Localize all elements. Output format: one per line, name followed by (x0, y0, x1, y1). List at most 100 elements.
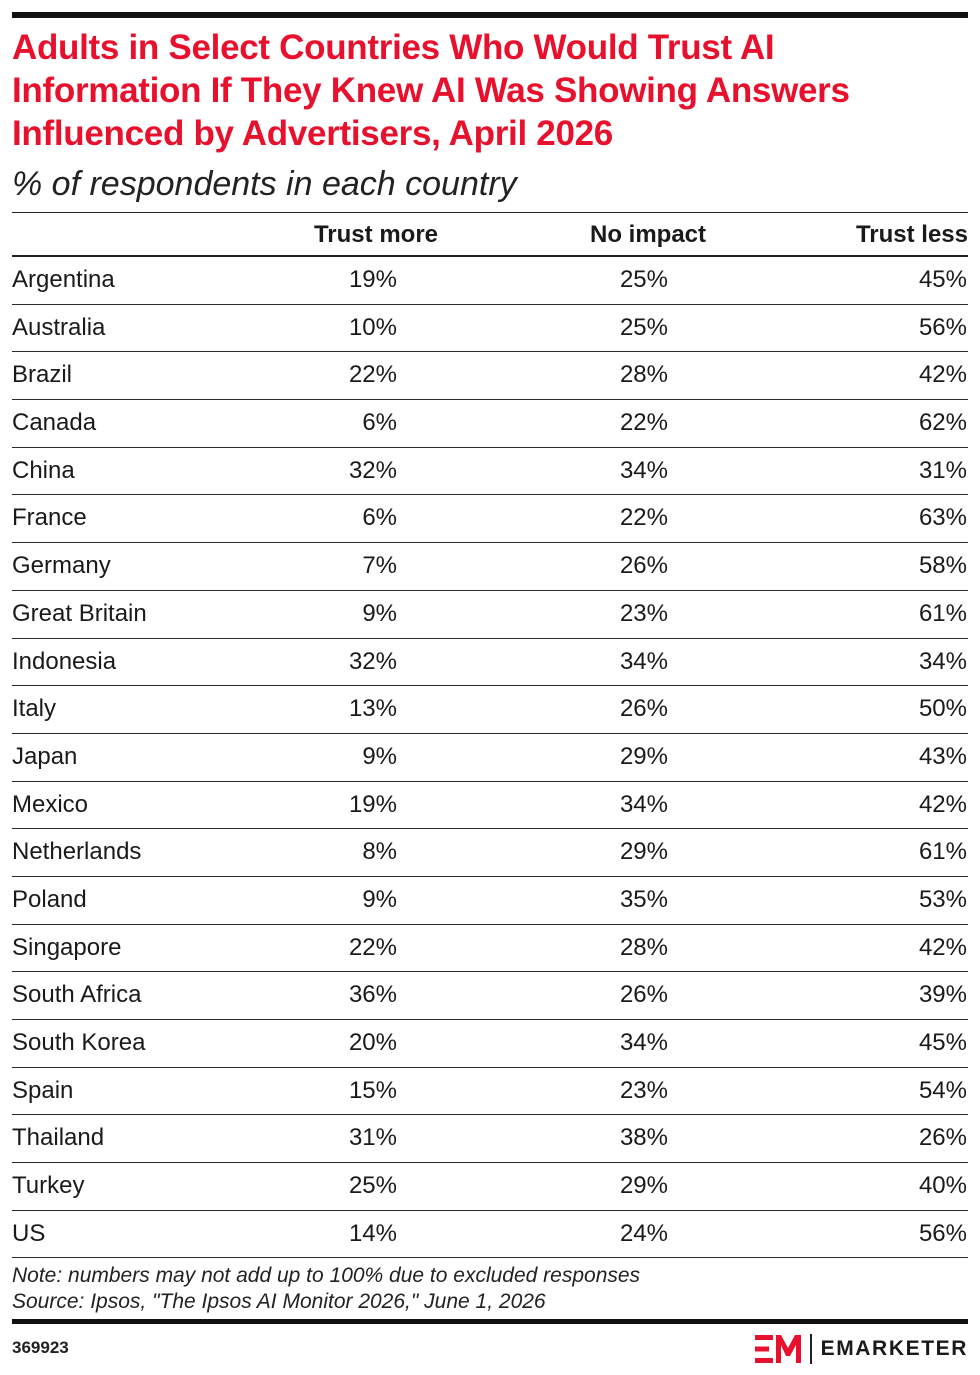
column-header-trust-more: Trust more (313, 221, 438, 248)
chart-title: Adults in Select Countries Who Would Tru… (12, 28, 850, 153)
chart-subtitle: % of respondents in each country (12, 165, 517, 203)
brand-name: EMARKETER (820, 1337, 968, 1360)
header-rule (12, 212, 968, 213)
cell-trust-more: 6% (362, 409, 397, 437)
cell-trust-more: 8% (362, 838, 397, 866)
cell-trust-more: 9% (362, 885, 397, 913)
cell-country: Great Britain (12, 599, 147, 627)
cell-no-impact: 25% (619, 266, 668, 293)
cell-country: Australia (12, 313, 106, 341)
cell-no-impact: 34% (619, 647, 668, 675)
cell-trust-less: 39% (918, 981, 967, 1009)
table-row: Mexico 19% 34% 42% (12, 782, 968, 830)
cell-trust-more: 20% (348, 1029, 397, 1056)
cell-trust-more: 13% (348, 695, 397, 723)
table-row: South Africa 36% 26% 39% (12, 972, 968, 1020)
table-row: Indonesia 32% 34% 34% (12, 639, 968, 687)
cell-trust-less: 56% (918, 313, 967, 341)
table-body: Argentina 19% 25% 45% Australia 10% 25% 56% Braz… (12, 257, 968, 1259)
cell-trust-more: 32% (348, 456, 397, 484)
cell-no-impact: 38% (619, 1124, 668, 1152)
cell-no-impact: 34% (619, 456, 668, 484)
cell-country: Japan (12, 742, 78, 770)
cell-no-impact: 28% (619, 933, 668, 961)
cell-country: Poland (12, 885, 87, 913)
cell-trust-less: 56% (918, 1219, 967, 1247)
cell-trust-more: 7% (362, 552, 397, 580)
cell-country: Turkey (12, 1172, 85, 1200)
table-row: Netherlands 8% 29% 61% (12, 829, 968, 877)
cell-trust-less: 45% (918, 266, 967, 293)
column-header-rule (12, 255, 968, 257)
table-row: France 6% 22% 63% (12, 495, 968, 544)
table-row: Poland 9% 35% 53% (12, 877, 968, 925)
cell-country: South Korea (12, 1029, 146, 1056)
cell-no-impact: 34% (619, 790, 668, 818)
cell-trust-less: 34% (918, 647, 967, 675)
cell-trust-less: 31% (918, 456, 967, 484)
cell-trust-less: 42% (918, 790, 967, 818)
cell-no-impact: 22% (619, 504, 668, 532)
cell-trust-more: 10% (348, 313, 397, 341)
cell-no-impact: 28% (619, 361, 668, 389)
chart-source: Source: Ipsos, "The Ipsos AI Monitor 202… (12, 1290, 546, 1313)
cell-no-impact: 35% (619, 885, 668, 913)
cell-trust-less: 63% (918, 504, 967, 532)
table-row: Argentina 19% 25% 45% (12, 257, 968, 305)
cell-trust-less: 58% (918, 552, 967, 580)
cell-trust-more: 19% (348, 790, 397, 818)
cell-no-impact: 22% (619, 409, 668, 437)
cell-trust-less: 62% (918, 409, 967, 437)
cell-country: Germany (12, 552, 111, 580)
cell-country: Brazil (12, 361, 73, 389)
cell-trust-less: 53% (918, 885, 967, 913)
table-row: Germany 7% 26% 58% (12, 543, 968, 591)
cell-trust-more: 22% (348, 933, 397, 961)
cell-trust-more: 25% (348, 1172, 397, 1200)
table-row: Italy 13% 26% 50% (12, 686, 968, 734)
cell-trust-more: 6% (362, 504, 397, 532)
cell-trust-less: 26% (918, 1124, 967, 1152)
cell-trust-more: 36% (348, 981, 397, 1009)
cell-country: France (12, 504, 87, 532)
cell-country: Italy (12, 695, 57, 723)
table-row: Turkey 25% 29% 40% (12, 1163, 968, 1211)
cell-country: US (12, 1219, 46, 1247)
cell-trust-more: 22% (348, 361, 397, 389)
cell-no-impact: 34% (619, 1029, 668, 1056)
cell-no-impact: 23% (619, 599, 668, 627)
cell-trust-more: 9% (362, 742, 397, 770)
cell-trust-less: 43% (918, 742, 967, 770)
cell-no-impact: 24% (619, 1219, 668, 1247)
cell-country: Argentina (12, 266, 115, 293)
cell-no-impact: 26% (619, 695, 668, 723)
cell-trust-more: 15% (348, 1076, 397, 1104)
cell-country: China (12, 456, 75, 484)
chart-page: Adults in Select Countries Who Would Tru… (12, 0, 968, 1375)
cell-trust-less: 61% (918, 838, 967, 866)
column-header-no-impact: No impact (589, 221, 706, 248)
cell-no-impact: 29% (619, 742, 668, 770)
column-header-trust-less: Trust less (855, 221, 968, 248)
cell-no-impact: 29% (619, 1172, 668, 1200)
cell-trust-less: 45% (918, 1029, 967, 1056)
brand-logo: EMARKETER (754, 1332, 968, 1366)
cell-country: Singapore (12, 933, 122, 961)
cell-no-impact: 23% (619, 1076, 668, 1104)
table-row: Thailand 31% 38% 26% (12, 1115, 968, 1164)
cell-no-impact: 25% (619, 313, 668, 341)
table-row: China 32% 34% 31% (12, 448, 968, 496)
table-row: Spain 15% 23% 54% (12, 1068, 968, 1116)
cell-trust-more: 9% (362, 599, 397, 627)
cell-trust-more: 32% (348, 647, 397, 675)
cell-country: Netherlands (12, 838, 142, 866)
cell-no-impact: 26% (619, 981, 668, 1009)
table-row: Singapore 22% 28% 42% (12, 925, 968, 973)
cell-trust-less: 42% (918, 361, 967, 389)
cell-trust-less: 61% (918, 599, 967, 627)
cell-country: Thailand (12, 1124, 105, 1152)
emarketer-em-logo-icon (754, 1335, 801, 1363)
logo-separator (809, 1334, 812, 1364)
cell-country: Indonesia (12, 647, 117, 675)
table-row: Brazil 22% 28% 42% (12, 352, 968, 401)
